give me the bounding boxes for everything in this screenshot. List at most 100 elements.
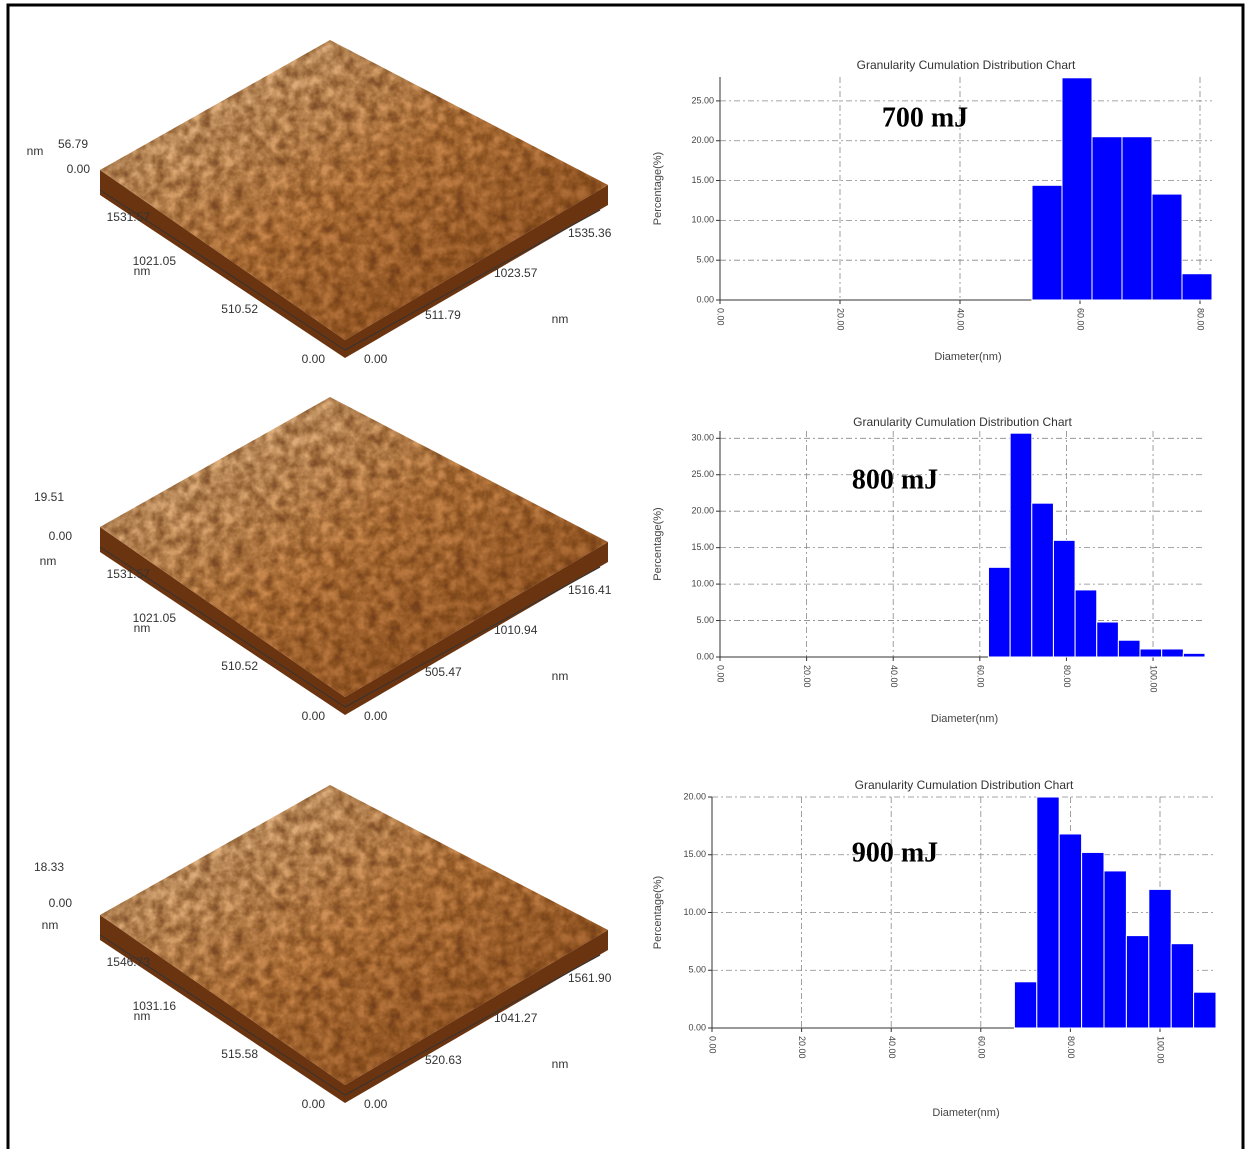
chart-title: Granularity Cumulation Distribution Char…: [853, 415, 1072, 429]
y-tick-label: 0.00: [696, 294, 714, 304]
bar: [1182, 274, 1212, 300]
left-axis-label: 0.00: [302, 1097, 326, 1111]
bar: [988, 567, 1010, 657]
afm-image: 18.330.00nm1546.731031.16515.580.00nm0.0…: [34, 785, 612, 1111]
bar: [1092, 137, 1122, 300]
z-min-label: 0.00: [67, 162, 91, 176]
figure: 56.790.00nm1531.571021.05510.520.00nm0.0…: [0, 0, 1248, 1149]
x-axis-label: Diameter(nm): [931, 713, 998, 725]
annotation: 900 mJ: [852, 837, 938, 868]
bar: [1059, 834, 1081, 1028]
x-tick-label: 60.00: [1076, 308, 1086, 331]
bar: [1149, 889, 1171, 1028]
y-axis-label: Percentage(%): [652, 876, 664, 949]
bar: [1126, 936, 1148, 1028]
bar: [1075, 590, 1097, 657]
x-tick-label: 0.00: [716, 665, 726, 683]
x-tick-label: 60.00: [975, 665, 985, 688]
right-axis-unit: nm: [552, 669, 569, 683]
right-axis-label: 1516.41: [568, 583, 612, 597]
afm-texture: [100, 397, 608, 697]
right-axis-label: 1023.57: [494, 266, 538, 280]
x-tick-label: 20.00: [836, 308, 846, 331]
y-tick-label: 0.00: [696, 651, 714, 661]
bar: [1082, 852, 1104, 1028]
z-unit: nm: [40, 554, 57, 568]
right-axis-label: 1561.90: [568, 971, 612, 985]
bar: [1118, 640, 1140, 657]
bar: [1032, 503, 1054, 657]
bar: [1171, 944, 1193, 1028]
bar: [1183, 653, 1205, 657]
z-unit: nm: [42, 918, 59, 932]
x-tick-label: 80.00: [1062, 665, 1072, 688]
chart-title: Granularity Cumulation Distribution Char…: [857, 58, 1076, 72]
right-axis-label: 505.47: [425, 665, 462, 679]
y-tick-label: 20.00: [691, 506, 714, 516]
bar: [1032, 185, 1062, 300]
left-axis-label: 0.00: [302, 709, 326, 723]
left-axis-label: 510.52: [221, 659, 258, 673]
afm-texture: [100, 785, 608, 1085]
left-axis-label: 1531.57: [107, 567, 151, 581]
x-tick-label: 20.00: [802, 665, 812, 688]
y-tick-label: 20.00: [683, 791, 706, 801]
z-min-label: 0.00: [49, 529, 73, 543]
right-axis-label: 511.79: [425, 308, 461, 322]
x-tick-label: 40.00: [956, 308, 966, 331]
x-tick-label: 40.00: [889, 665, 899, 688]
plot-area: [720, 431, 1205, 657]
annotation: 800 mJ: [852, 464, 938, 495]
right-axis-label: 1010.94: [494, 623, 538, 637]
bar: [1162, 649, 1184, 657]
bar: [1122, 137, 1152, 300]
y-tick-label: 5.00: [696, 615, 714, 625]
y-tick-label: 10.00: [691, 578, 714, 588]
y-tick-label: 10.00: [683, 907, 706, 917]
z-max-label: 19.51: [34, 490, 64, 504]
z-unit: nm: [27, 144, 44, 158]
x-tick-label: 100.00: [1156, 1036, 1166, 1064]
bar: [1053, 540, 1075, 657]
left-axis-label: 1531.57: [107, 210, 151, 224]
bar: [1104, 871, 1126, 1028]
bar: [1097, 622, 1119, 657]
afm-image: 56.790.00nm1531.571021.05510.520.00nm0.0…: [27, 40, 612, 366]
left-axis-label: 1546.73: [107, 955, 151, 969]
y-tick-label: 0.00: [688, 1022, 706, 1032]
left-axis-unit: nm: [134, 264, 151, 278]
y-tick-label: 25.00: [691, 95, 714, 105]
z-max-label: 56.79: [58, 137, 88, 151]
z-max-label: 18.33: [34, 860, 64, 874]
left-axis-unit: nm: [134, 621, 151, 635]
left-axis-label: 515.58: [221, 1047, 258, 1061]
x-tick-label: 0.00: [716, 308, 726, 326]
chart-title: Granularity Cumulation Distribution Char…: [855, 778, 1074, 792]
bar: [1152, 194, 1182, 300]
bar: [1194, 992, 1216, 1028]
bar: [1010, 433, 1032, 657]
bar: [1014, 982, 1036, 1028]
x-tick-label: 60.00: [976, 1036, 986, 1059]
y-axis-label: Percentage(%): [652, 152, 664, 225]
right-axis-label: 1535.36: [568, 226, 612, 240]
right-axis-label: 0.00: [364, 352, 388, 366]
y-axis-label: Percentage(%): [652, 507, 664, 580]
y-tick-label: 15.00: [691, 175, 714, 185]
left-axis-label: 0.00: [302, 352, 326, 366]
bar: [1037, 797, 1059, 1028]
x-tick-label: 80.00: [1196, 308, 1206, 331]
right-axis-label: 0.00: [364, 1097, 388, 1111]
y-tick-label: 30.00: [691, 433, 714, 443]
afm-texture: [100, 40, 608, 340]
x-tick-label: 40.00: [887, 1036, 897, 1059]
z-min-label: 0.00: [49, 896, 73, 910]
bar: [1062, 78, 1092, 300]
y-tick-label: 5.00: [696, 255, 714, 265]
right-axis-label: 1041.27: [494, 1011, 538, 1025]
bar: [1140, 649, 1162, 657]
left-axis-unit: nm: [134, 1009, 151, 1023]
right-axis-unit: nm: [552, 312, 569, 326]
x-tick-label: 80.00: [1066, 1036, 1076, 1059]
right-axis-unit: nm: [552, 1057, 569, 1071]
